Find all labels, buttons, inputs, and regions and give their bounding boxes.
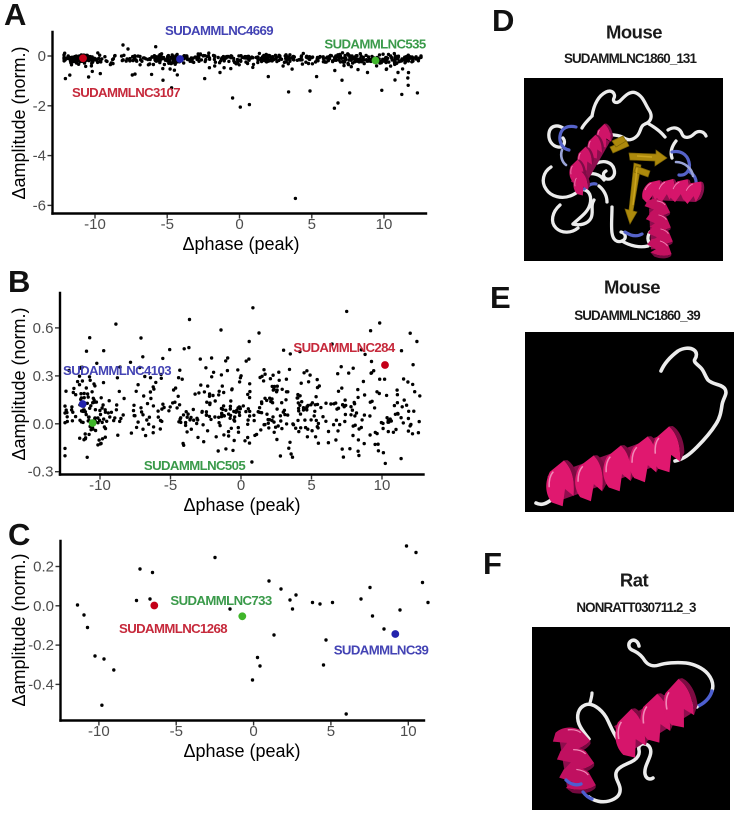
svg-text:B: B bbox=[8, 264, 30, 299]
svg-text:0: 0 bbox=[38, 48, 46, 65]
svg-text:0.6: 0.6 bbox=[33, 320, 54, 337]
svg-text:Δphase (peak): Δphase (peak) bbox=[182, 234, 299, 254]
svg-text:10: 10 bbox=[374, 477, 391, 494]
svg-text:-10: -10 bbox=[84, 216, 106, 233]
svg-text:SUDAMMLNC284: SUDAMMLNC284 bbox=[293, 340, 396, 355]
svg-text:-0.2: -0.2 bbox=[28, 637, 54, 654]
svg-text:SUDAMMLNC3107: SUDAMMLNC3107 bbox=[72, 85, 180, 100]
svg-text:5: 5 bbox=[307, 477, 315, 494]
svg-text:Mouse: Mouse bbox=[606, 22, 662, 43]
svg-text:-0.3: -0.3 bbox=[28, 464, 54, 481]
svg-text:0.0: 0.0 bbox=[33, 416, 54, 433]
svg-text:-10: -10 bbox=[89, 477, 111, 494]
svg-text:-2: -2 bbox=[33, 98, 46, 115]
svg-text:0: 0 bbox=[237, 477, 245, 494]
svg-text:Δphase (peak): Δphase (peak) bbox=[183, 495, 300, 515]
svg-text:SUDAMMLNC1860_39: SUDAMMLNC1860_39 bbox=[574, 308, 700, 323]
svg-text:A: A bbox=[4, 0, 26, 32]
svg-text:0.0: 0.0 bbox=[33, 598, 54, 615]
svg-text:-4: -4 bbox=[33, 148, 46, 165]
svg-text:C: C bbox=[8, 517, 30, 552]
svg-text:-10: -10 bbox=[88, 723, 110, 740]
svg-text:SUDAMMLNC39: SUDAMMLNC39 bbox=[334, 643, 429, 658]
svg-text:Rat: Rat bbox=[620, 570, 649, 591]
svg-text:0.2: 0.2 bbox=[33, 559, 54, 576]
svg-text:SUDAMMLNC535: SUDAMMLNC535 bbox=[324, 37, 426, 52]
svg-text:SUDAMMLNC1268: SUDAMMLNC1268 bbox=[119, 621, 227, 636]
svg-text:-5: -5 bbox=[164, 477, 177, 494]
svg-text:0.3: 0.3 bbox=[33, 368, 54, 385]
svg-text:SUDAMMLNC505: SUDAMMLNC505 bbox=[144, 458, 246, 473]
svg-text:SUDAMMLNC4669: SUDAMMLNC4669 bbox=[165, 23, 273, 38]
svg-text:F: F bbox=[483, 546, 502, 581]
svg-text:SUDAMMLNC1860_131: SUDAMMLNC1860_131 bbox=[564, 51, 698, 66]
svg-text:10: 10 bbox=[376, 216, 393, 233]
svg-text:NONRATT030711.2_3: NONRATT030711.2_3 bbox=[576, 600, 696, 615]
svg-text:-5: -5 bbox=[161, 216, 174, 233]
svg-text:Δamplitude (norm.): Δamplitude (norm.) bbox=[9, 553, 29, 706]
svg-text:10: 10 bbox=[400, 723, 417, 740]
svg-text:-5: -5 bbox=[170, 723, 183, 740]
svg-text:D: D bbox=[492, 3, 514, 38]
svg-text:E: E bbox=[490, 280, 511, 315]
svg-text:5: 5 bbox=[327, 723, 335, 740]
svg-text:Mouse: Mouse bbox=[604, 277, 660, 298]
svg-text:-6: -6 bbox=[33, 197, 46, 214]
svg-text:-0.4: -0.4 bbox=[28, 676, 54, 693]
svg-text:5: 5 bbox=[308, 216, 316, 233]
svg-text:Δphase (peak): Δphase (peak) bbox=[183, 741, 300, 761]
svg-text:SUDAMMLNC4103: SUDAMMLNC4103 bbox=[63, 363, 171, 378]
svg-text:Δamplitude (norm.): Δamplitude (norm.) bbox=[9, 46, 29, 199]
svg-text:SUDAMMLNC733: SUDAMMLNC733 bbox=[170, 593, 272, 608]
svg-text:0: 0 bbox=[249, 723, 257, 740]
svg-text:Δamplitude (norm.): Δamplitude (norm.) bbox=[9, 307, 29, 460]
svg-text:0: 0 bbox=[235, 216, 243, 233]
